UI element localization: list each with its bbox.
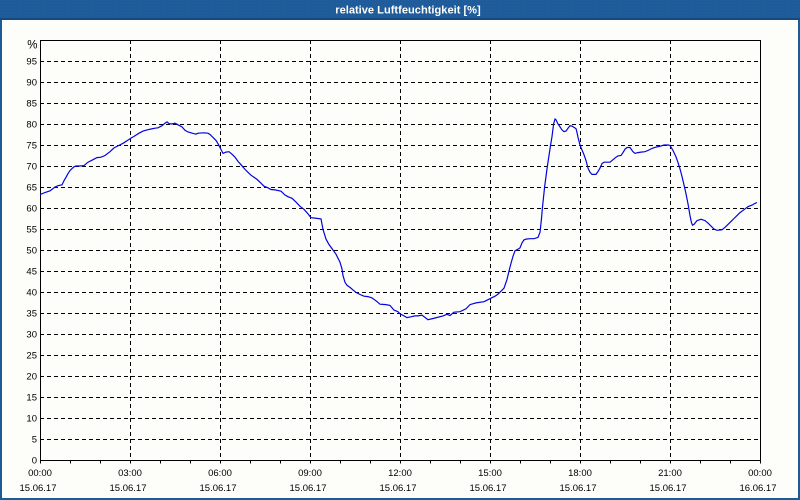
svg-text:00:00: 00:00 <box>28 468 52 479</box>
svg-text:5: 5 <box>32 435 37 446</box>
svg-text:15: 15 <box>26 393 37 404</box>
svg-text:95: 95 <box>26 57 37 68</box>
svg-text:10: 10 <box>26 414 37 425</box>
svg-text:12:00: 12:00 <box>388 468 412 479</box>
svg-text:85: 85 <box>26 99 37 110</box>
svg-text:80: 80 <box>26 120 37 131</box>
svg-text:40: 40 <box>26 288 37 299</box>
svg-text:55: 55 <box>26 225 37 236</box>
svg-text:00:00: 00:00 <box>748 468 772 479</box>
svg-text:75: 75 <box>26 141 37 152</box>
svg-text:relative Luftfeuchtigkeit [%]: relative Luftfeuchtigkeit [%] <box>335 5 481 17</box>
svg-text:15.06.17: 15.06.17 <box>290 483 327 494</box>
svg-text:65: 65 <box>26 183 37 194</box>
svg-text:45: 45 <box>26 267 37 278</box>
svg-text:21:00: 21:00 <box>658 468 682 479</box>
svg-text:03:00: 03:00 <box>118 468 142 479</box>
svg-text:18:00: 18:00 <box>568 468 592 479</box>
svg-text:15.06.17: 15.06.17 <box>560 483 597 494</box>
svg-text:50: 50 <box>26 246 37 257</box>
svg-text:15:00: 15:00 <box>478 468 502 479</box>
svg-text:30: 30 <box>26 330 37 341</box>
svg-text:15.06.17: 15.06.17 <box>200 483 237 494</box>
svg-text:35: 35 <box>26 309 37 320</box>
svg-text:20: 20 <box>26 372 37 383</box>
svg-text:70: 70 <box>26 162 37 173</box>
svg-text:15.06.17: 15.06.17 <box>110 483 147 494</box>
svg-text:06:00: 06:00 <box>208 468 232 479</box>
svg-text:15.06.17: 15.06.17 <box>20 483 57 494</box>
svg-text:90: 90 <box>26 78 37 89</box>
svg-text:15.06.17: 15.06.17 <box>380 483 417 494</box>
svg-text:15.06.17: 15.06.17 <box>470 483 507 494</box>
svg-text:09:00: 09:00 <box>298 468 322 479</box>
svg-text:25: 25 <box>26 351 37 362</box>
svg-text:0: 0 <box>32 456 37 467</box>
svg-text:16.06.17: 16.06.17 <box>740 483 777 494</box>
svg-text:15.06.17: 15.06.17 <box>650 483 687 494</box>
svg-text:%: % <box>27 40 37 52</box>
svg-text:60: 60 <box>26 204 37 215</box>
